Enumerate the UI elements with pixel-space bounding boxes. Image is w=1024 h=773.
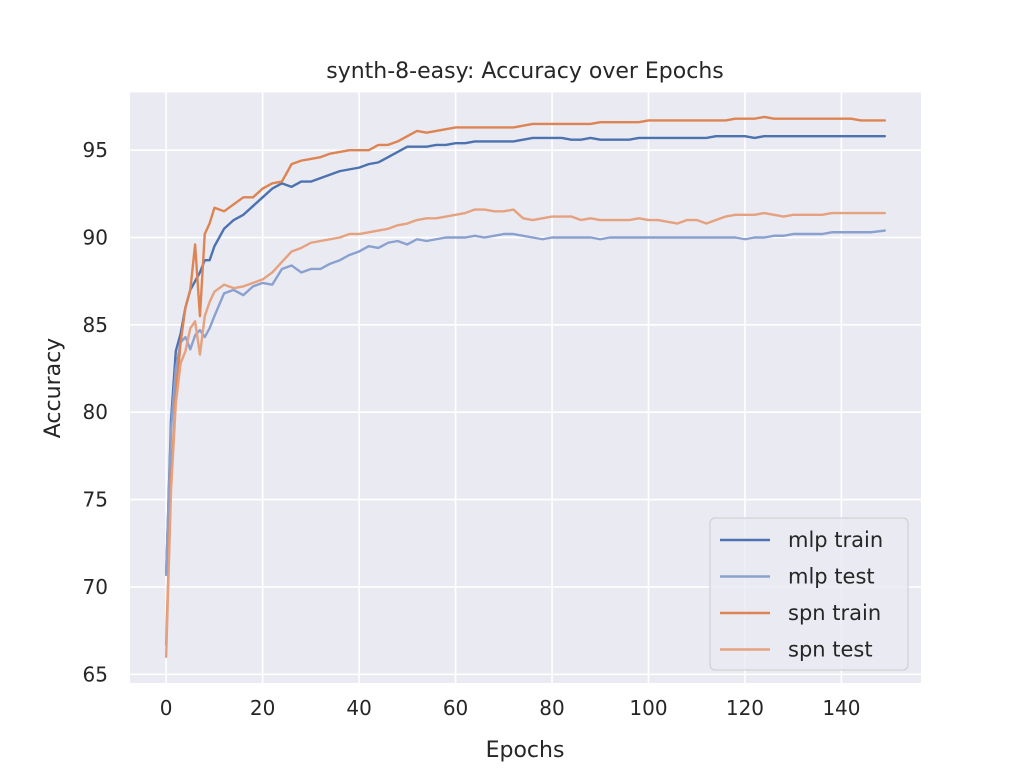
y-tick-label: 75	[83, 488, 108, 512]
series-lines	[164, 115, 887, 658]
y-axis-label: Accuracy	[41, 338, 66, 438]
series-line-spn-test	[164, 208, 887, 658]
x-tick-label: 140	[822, 696, 860, 720]
x-tick-label: 80	[539, 696, 564, 720]
legend-label: mlp train	[788, 528, 883, 552]
legend-label: mlp test	[788, 565, 875, 589]
x-tick-label: 40	[346, 696, 371, 720]
x-tick-label: 100	[629, 696, 667, 720]
y-tick-label: 70	[83, 575, 108, 599]
y-tick-label: 65	[83, 662, 108, 686]
x-axis-ticks: 0 20 40 60 80 100 120 140	[160, 696, 861, 720]
series-line-spn-train	[164, 115, 887, 646]
x-tick-label: 60	[443, 696, 468, 720]
x-tick-label: 0	[160, 696, 173, 720]
legend-label: spn test	[788, 638, 873, 662]
y-tick-label: 80	[83, 400, 108, 424]
y-tick-label: 85	[83, 313, 108, 337]
x-tick-label: 120	[726, 696, 764, 720]
y-tick-label: 90	[83, 226, 108, 250]
chart-title: synth-8-easy: Accuracy over Epochs	[326, 59, 723, 84]
legend: mlp train mlp test spn train spn test	[709, 517, 909, 671]
legend-label: spn train	[788, 601, 881, 625]
x-tick-label: 20	[250, 696, 275, 720]
y-tick-label: 95	[83, 138, 108, 162]
x-axis-label: Epochs	[486, 738, 565, 763]
y-axis-ticks: 65 70 75 80 85 90 95	[83, 138, 108, 686]
series-line-mlp-test	[164, 229, 887, 576]
series-line-mlp-train	[164, 134, 887, 576]
legend-box	[709, 517, 909, 671]
